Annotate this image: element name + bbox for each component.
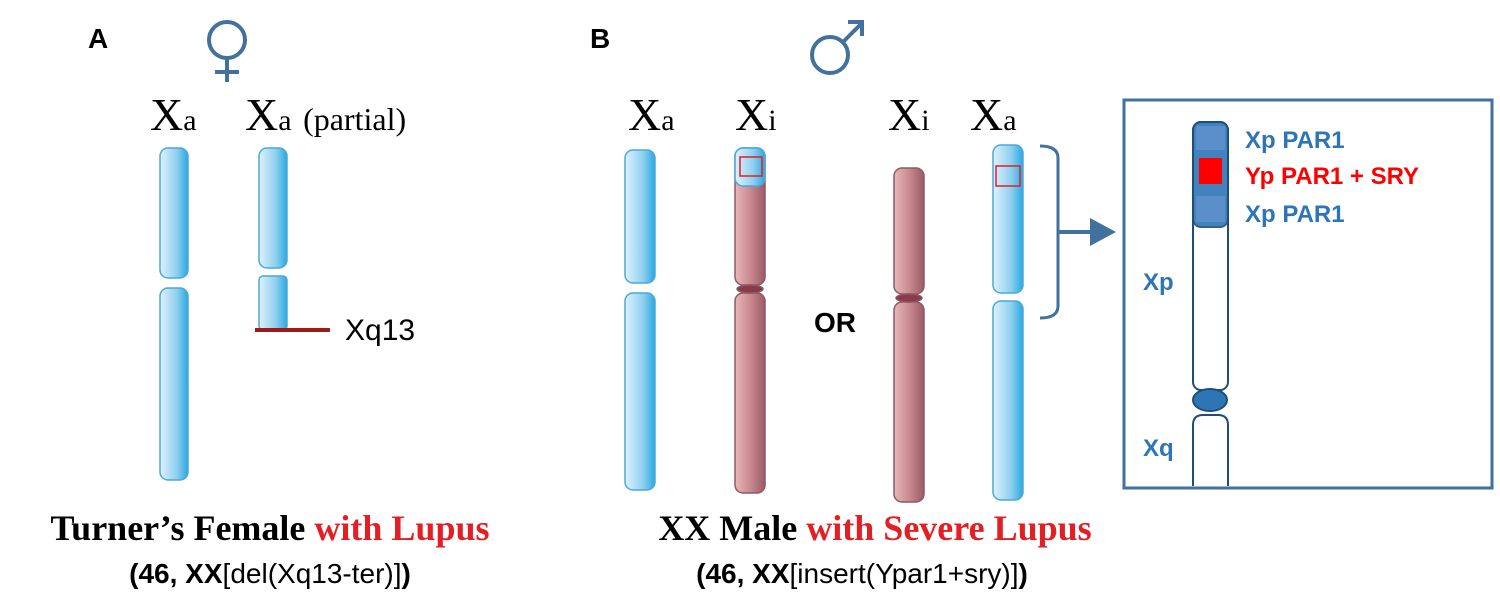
text-part: [del(Xq13-ter)] [223, 558, 402, 589]
text-part: ) [402, 558, 411, 589]
text-part: i [921, 104, 929, 137]
chromosome [893, 167, 925, 503]
text-part: with Lupus [314, 508, 489, 548]
karyotype: (46, XX[insert(Ypar1+sry)]) [696, 558, 1028, 589]
arm-label: Xp [1143, 269, 1174, 296]
chromosome-label: Xa [150, 89, 197, 140]
text-part: (46, XX [696, 558, 790, 589]
panel-label: B [590, 23, 610, 54]
caption: XX Male with Severe Lupus [658, 508, 1091, 548]
text-part: X [888, 89, 921, 140]
chromosome [159, 147, 189, 481]
band-label: Xp PAR1 [1245, 201, 1345, 228]
text-part: a [1003, 104, 1016, 137]
chromosome [258, 147, 288, 331]
chromosome-label: Xa [970, 89, 1017, 140]
chromosome-label: Xi [888, 89, 930, 140]
male-symbol [810, 20, 864, 75]
panel-label: A [88, 23, 108, 54]
chromosome-label: Xi [735, 89, 777, 140]
chromosome [734, 147, 766, 494]
text-part: XX Male [658, 508, 797, 548]
text-part: (partial) [303, 101, 406, 137]
band-label: Xp PAR1 [1245, 127, 1345, 154]
chromosome [624, 149, 656, 491]
arrow [1058, 218, 1116, 246]
inset-box [1122, 98, 1494, 490]
text-part: a [278, 104, 291, 137]
text-part: [insert(Ypar1+sry)] [790, 558, 1019, 589]
text-part: with Severe Lupus [806, 508, 1091, 548]
female-symbol [207, 20, 247, 82]
text-part: Turner’s Female [50, 508, 305, 548]
chromosome-label: Xa (partial) [245, 89, 406, 140]
text-part: X [245, 89, 278, 140]
arm-label: Xq [1143, 435, 1174, 462]
text-part: X [628, 89, 661, 140]
text-part: a [183, 104, 196, 137]
bracket [1039, 144, 1060, 320]
text-part: a [661, 104, 674, 137]
or-label: OR [814, 307, 856, 338]
text-part: ) [1019, 558, 1028, 589]
karyotype: (46, XX[del(Xq13-ter)]) [129, 558, 411, 589]
text-part: (46, XX [129, 558, 223, 589]
band-label: Yp PAR1 + SRY [1245, 163, 1419, 190]
chromosome-label: Xa [628, 89, 675, 140]
text-part: X [970, 89, 1003, 140]
inset-chromosome [1192, 121, 1229, 486]
chromosome [992, 144, 1024, 501]
breakpoint-label: Xq13 [345, 314, 415, 347]
text-part: i [768, 104, 776, 137]
text-part: X [150, 89, 183, 140]
text-part: X [735, 89, 768, 140]
caption: Turner’s Female with Lupus [50, 508, 489, 548]
